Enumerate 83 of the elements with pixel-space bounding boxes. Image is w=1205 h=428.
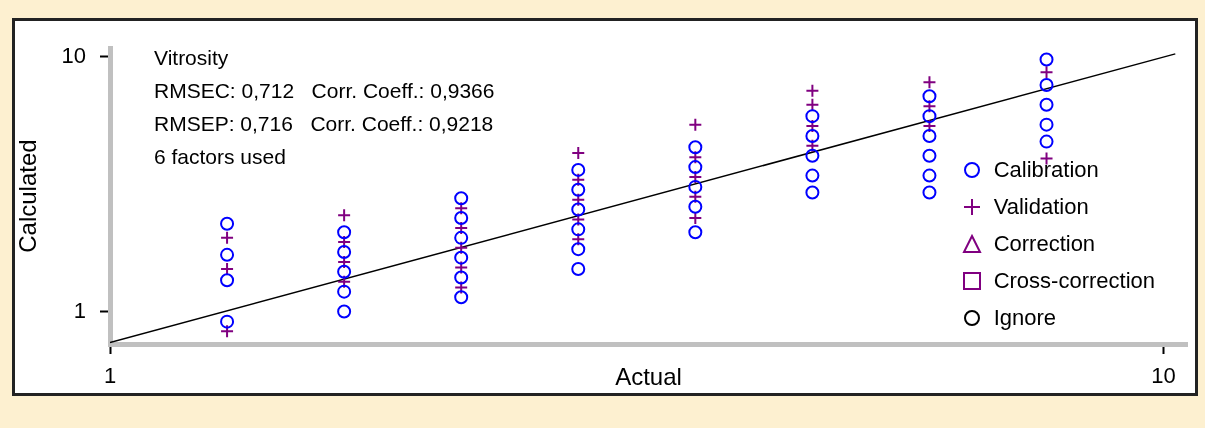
point bbox=[454, 240, 469, 255]
point bbox=[922, 109, 937, 124]
point bbox=[454, 270, 469, 285]
point bbox=[220, 216, 235, 231]
point bbox=[220, 261, 235, 276]
point bbox=[1039, 52, 1054, 67]
point bbox=[922, 148, 937, 163]
legend-label: Calibration bbox=[993, 156, 1099, 183]
point bbox=[454, 191, 469, 206]
point bbox=[571, 212, 586, 227]
point bbox=[805, 109, 820, 124]
annotation: RMSEC: 0,712 Corr. Coeff.: 0,9366 bbox=[154, 78, 495, 104]
point bbox=[922, 89, 937, 104]
point bbox=[220, 247, 235, 262]
point bbox=[220, 230, 235, 245]
point bbox=[337, 264, 352, 279]
point bbox=[571, 182, 586, 197]
point bbox=[337, 304, 352, 319]
point bbox=[922, 75, 937, 90]
point bbox=[688, 160, 703, 175]
point bbox=[922, 99, 937, 114]
point bbox=[220, 314, 235, 329]
point bbox=[571, 192, 586, 207]
y-axis-title: Calculated bbox=[14, 139, 42, 253]
point bbox=[805, 83, 820, 98]
point bbox=[805, 119, 820, 134]
point bbox=[454, 260, 469, 275]
point bbox=[571, 261, 586, 276]
point bbox=[688, 150, 703, 165]
point bbox=[337, 254, 352, 269]
annotation: Vitrosity bbox=[154, 45, 230, 71]
legend-label: Validation bbox=[993, 193, 1089, 220]
point bbox=[454, 280, 469, 295]
point bbox=[1039, 97, 1054, 112]
point bbox=[688, 225, 703, 240]
point bbox=[454, 220, 469, 235]
point bbox=[454, 290, 469, 305]
point bbox=[337, 208, 352, 223]
point bbox=[571, 162, 586, 177]
point bbox=[805, 168, 820, 183]
point bbox=[688, 169, 703, 184]
point bbox=[922, 185, 937, 200]
point bbox=[688, 211, 703, 226]
point bbox=[571, 172, 586, 187]
point bbox=[220, 324, 235, 339]
legend-label: Ignore bbox=[993, 304, 1057, 331]
point bbox=[922, 168, 937, 183]
point bbox=[220, 273, 235, 288]
point bbox=[688, 199, 703, 214]
point bbox=[688, 179, 703, 194]
point bbox=[454, 211, 469, 226]
point bbox=[337, 225, 352, 240]
point bbox=[1039, 78, 1054, 92]
point bbox=[805, 148, 820, 163]
point bbox=[1039, 65, 1054, 80]
point bbox=[337, 235, 352, 250]
point bbox=[571, 232, 586, 247]
point bbox=[454, 201, 469, 216]
point bbox=[454, 230, 469, 245]
point bbox=[337, 274, 352, 289]
annotation: RMSEP: 0,716 Corr. Coeff.: 0,9218 bbox=[154, 111, 495, 137]
point bbox=[1039, 117, 1054, 132]
point bbox=[571, 145, 586, 160]
point bbox=[688, 140, 703, 155]
point bbox=[571, 222, 586, 237]
point bbox=[337, 284, 352, 299]
point bbox=[922, 128, 937, 143]
point bbox=[688, 117, 703, 132]
point bbox=[1039, 134, 1054, 149]
point bbox=[805, 97, 820, 112]
point bbox=[805, 185, 820, 200]
point bbox=[337, 245, 352, 260]
point bbox=[805, 128, 820, 143]
point bbox=[571, 202, 586, 217]
point bbox=[454, 250, 469, 265]
x-axis-title: Actual bbox=[615, 363, 682, 391]
point bbox=[805, 138, 820, 153]
point bbox=[571, 242, 586, 257]
legend-label: Correction bbox=[993, 230, 1096, 257]
point bbox=[922, 119, 937, 134]
annotation: 6 factors used bbox=[154, 144, 287, 170]
point bbox=[688, 189, 703, 204]
legend-label: Cross-correction bbox=[993, 267, 1155, 294]
